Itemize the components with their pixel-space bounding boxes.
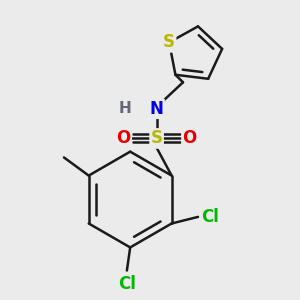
Text: N: N — [150, 100, 164, 118]
Text: H: H — [119, 101, 132, 116]
Text: O: O — [182, 129, 197, 147]
Text: S: S — [163, 33, 175, 51]
Text: O: O — [116, 129, 131, 147]
Text: Cl: Cl — [201, 208, 219, 226]
Text: S: S — [151, 129, 163, 147]
Text: Cl: Cl — [118, 275, 136, 293]
